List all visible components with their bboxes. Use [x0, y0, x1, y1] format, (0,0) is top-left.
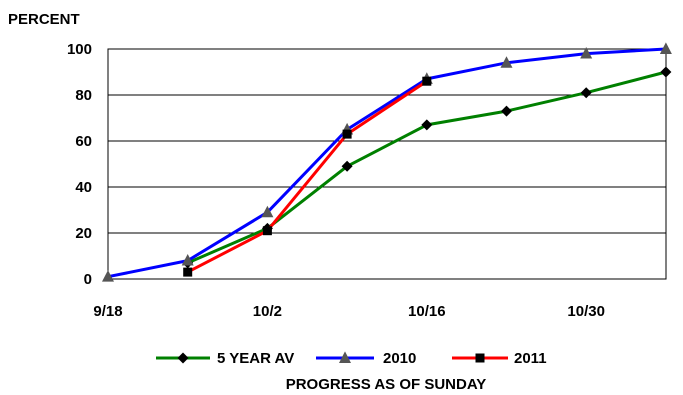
y-axis-title: PERCENT	[8, 11, 80, 28]
y-tick-label: 100	[67, 41, 92, 58]
plot-area	[107, 48, 667, 280]
y-tick-label: 20	[75, 225, 92, 242]
legend-label: 5 YEAR AV	[217, 350, 294, 367]
y-tick-label: 0	[84, 271, 92, 288]
y-tick-label: 40	[75, 179, 92, 196]
y-axis-ticks: 0 20 40 60 80 100	[67, 41, 92, 288]
legend: 5 YEAR AV 2010 2011	[156, 350, 547, 367]
data-point	[342, 129, 352, 139]
x-axis-ticks: 9/18 10/2 10/16 10/30	[93, 303, 605, 320]
data-point	[580, 87, 592, 99]
x-tick-label: 10/16	[408, 303, 446, 320]
legend-label: 2010	[383, 350, 416, 367]
data-point	[102, 270, 114, 282]
data-point	[421, 119, 433, 131]
data-point	[422, 76, 432, 86]
data-point	[261, 205, 274, 218]
data-point	[500, 56, 513, 68]
x-tick-label: 10/30	[567, 303, 605, 320]
series-line	[187, 79, 428, 274]
y-tick-label: 80	[75, 87, 92, 104]
series-line	[107, 47, 666, 279]
data-point	[183, 267, 193, 277]
data-point	[341, 160, 353, 172]
y-tick-label: 60	[75, 133, 92, 150]
legend-entry: 5 YEAR AV	[156, 350, 294, 367]
legend-entry: 2010	[316, 350, 416, 367]
x-tick-label: 10/2	[253, 303, 282, 320]
data-point	[580, 47, 593, 59]
x-axis-title: PROGRESS AS OF SUNDAY	[286, 376, 487, 393]
data-point	[659, 42, 672, 54]
series-2011	[183, 76, 432, 277]
x-tick-label: 9/18	[93, 303, 122, 320]
series-group	[102, 42, 672, 282]
legend-label: 2011	[514, 350, 547, 367]
data-point	[181, 254, 194, 266]
data-point	[660, 66, 672, 78]
legend-marker	[339, 351, 351, 363]
legend-marker	[475, 353, 485, 363]
data-point	[262, 226, 272, 236]
legend-marker	[177, 352, 189, 364]
legend-entry: 2011	[452, 350, 547, 367]
data-point	[501, 105, 512, 117]
